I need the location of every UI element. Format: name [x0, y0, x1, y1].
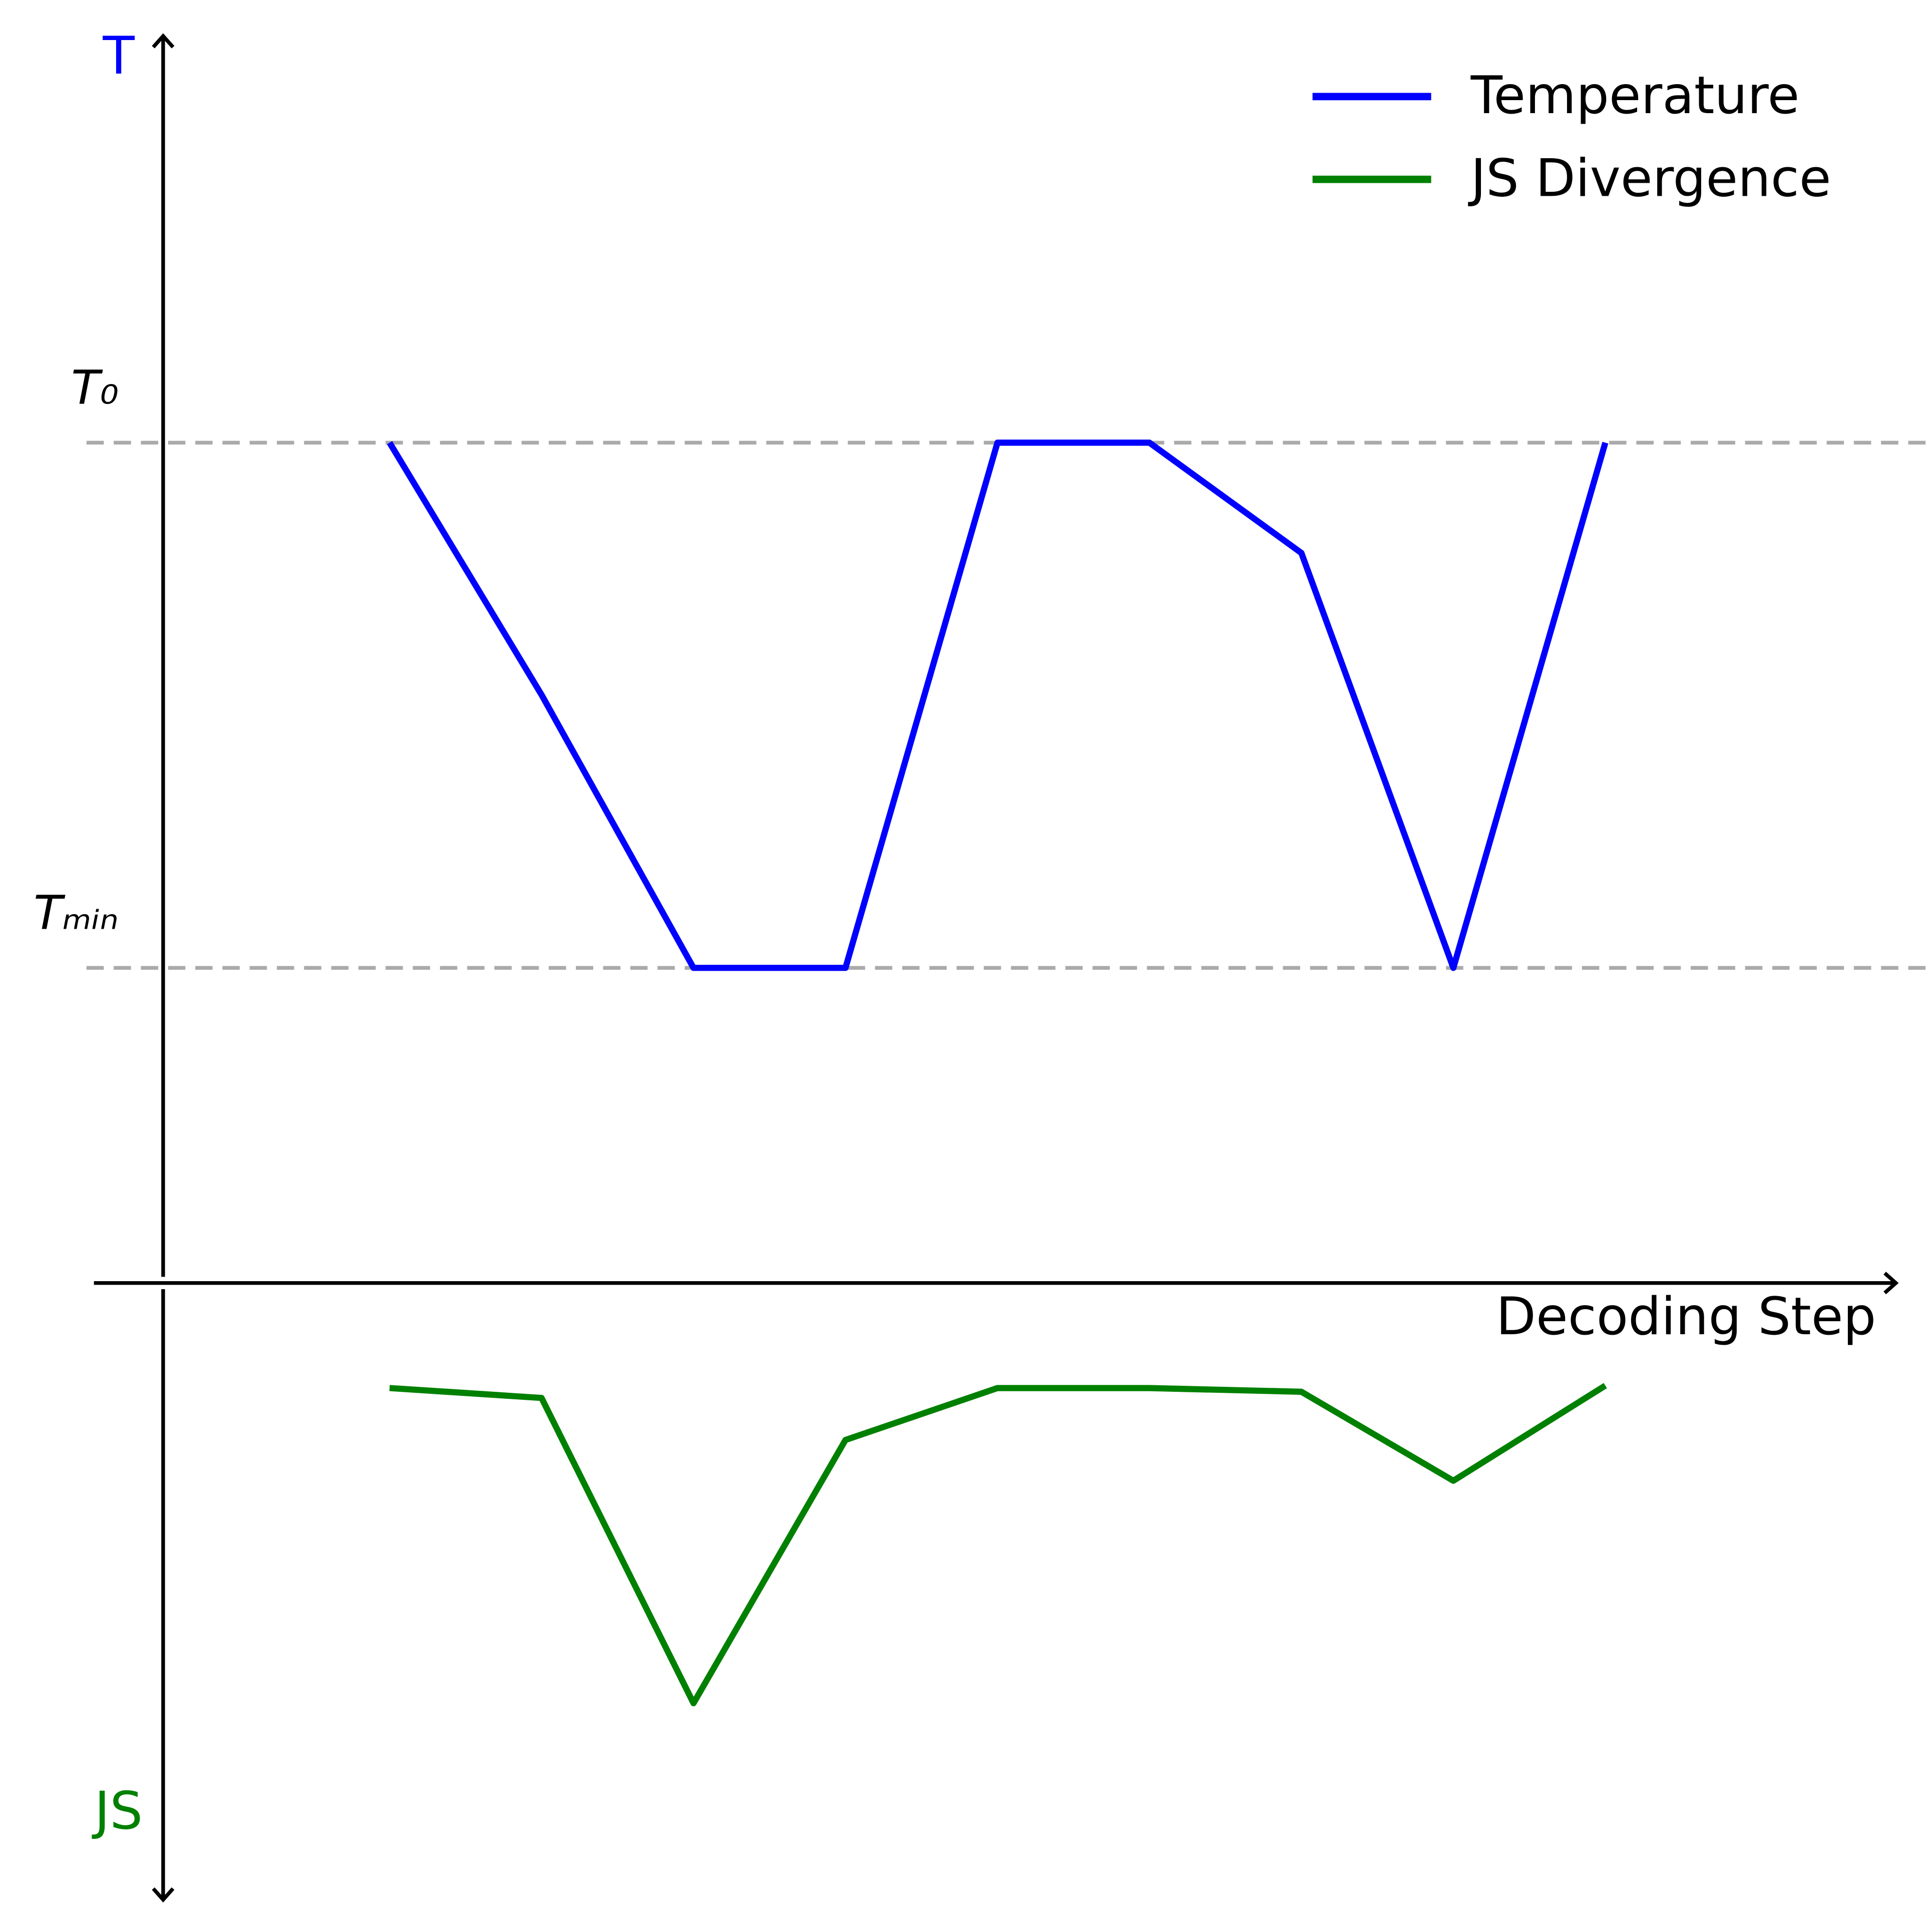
series-line	[389, 1383, 1607, 1707]
legend-label: Temperature	[1470, 66, 1800, 126]
y-tick-label: T₀	[71, 360, 119, 415]
x-axis-label: Decoding Step	[1496, 1287, 1876, 1347]
y-tick-label: Tₘᵢₙ	[34, 886, 119, 940]
y-axis-label: T	[102, 26, 135, 86]
series-line	[387, 440, 1609, 971]
y2-axis-label: JS	[92, 1781, 143, 1841]
legend-label: JS Divergence	[1468, 148, 1831, 208]
